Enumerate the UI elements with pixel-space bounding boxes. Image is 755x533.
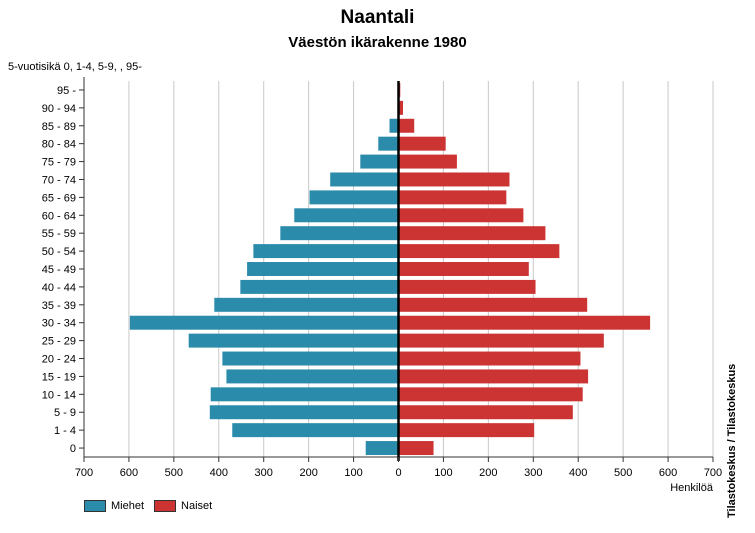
bar-women	[398, 190, 507, 205]
legend-swatch-women	[154, 500, 177, 512]
bar-men	[247, 262, 399, 276]
x-tick-label: 600	[120, 467, 138, 479]
x-tick-label: 500	[165, 467, 183, 479]
y-tick-label: 60 - 64	[42, 210, 76, 222]
x-tick-label: 500	[614, 467, 632, 479]
bar-men	[365, 441, 399, 456]
y-axis-label: 5-vuotisikä 0, 1-4, 5-9, , 95-	[8, 61, 142, 73]
y-tick-label: 25 - 29	[42, 336, 76, 348]
y-tick-label: 45 - 49	[42, 264, 76, 276]
y-tick-label: 35 - 39	[42, 300, 76, 312]
legend-item-men: Miehet	[84, 500, 144, 512]
x-tick-label: 400	[210, 467, 228, 479]
source-label: Tilastokeskus / Tilastokeskus	[726, 363, 738, 518]
bar-women	[398, 333, 604, 348]
bar-men	[222, 351, 399, 366]
y-tick-label: 30 - 34	[42, 318, 76, 330]
bar-women	[398, 297, 588, 312]
x-tick-label: 200	[479, 467, 497, 479]
chart-subtitle: Väestön ikärakenne 1980	[288, 34, 467, 51]
legend-swatch-men	[84, 500, 106, 512]
bar-women	[398, 315, 651, 330]
bar-women	[398, 208, 524, 223]
y-tick-label: 1 - 4	[54, 425, 76, 437]
legend-label-women: Naiset	[181, 500, 213, 512]
bar-men	[280, 226, 399, 241]
bar-women	[398, 351, 581, 366]
x-tick-label: 700	[704, 467, 722, 479]
y-tick-label: 85 - 89	[42, 121, 76, 133]
x-tick-label: 700	[75, 467, 93, 479]
legend: Miehet Naiset	[84, 500, 222, 512]
x-tick-label: 200	[299, 467, 317, 479]
bar-women	[398, 154, 457, 169]
y-tick-label: 90 - 94	[42, 103, 76, 115]
x-tick-label: 100	[434, 467, 452, 479]
bar-women	[398, 405, 573, 420]
bar-women	[398, 244, 560, 259]
y-tick-label: 20 - 24	[42, 354, 76, 366]
bar-men	[210, 387, 399, 402]
bar-men	[389, 118, 399, 133]
x-tick-label: 400	[569, 467, 587, 479]
y-tick-label: 70 - 74	[42, 174, 76, 186]
bar-women	[398, 172, 510, 187]
x-tick-label: 100	[344, 467, 362, 479]
y-tick-label: 15 - 19	[42, 371, 76, 383]
x-tick-label: 300	[524, 467, 542, 479]
x-axis-label: Henkilöä	[670, 482, 714, 494]
bar-women	[398, 423, 535, 438]
bar-men	[294, 208, 399, 223]
bar-men	[188, 333, 399, 348]
bar-men	[232, 423, 399, 438]
y-tick-label: 5 - 9	[54, 407, 76, 419]
y-tick-label: 50 - 54	[42, 246, 76, 258]
chart-title: Naantali	[340, 7, 415, 28]
y-tick-label: 40 - 44	[42, 282, 76, 294]
bar-women	[398, 387, 583, 402]
bar-men	[253, 244, 399, 259]
bar-men	[214, 297, 399, 312]
bar-women	[398, 369, 589, 384]
bar-men	[330, 172, 399, 187]
bar-women	[398, 279, 536, 294]
y-tick-label: 65 - 69	[42, 192, 76, 204]
bar-men	[309, 190, 399, 205]
bar-men	[129, 315, 399, 330]
bar-men	[360, 154, 399, 169]
y-tick-label: 80 - 84	[42, 139, 76, 151]
bar-women	[398, 100, 403, 115]
legend-item-women: Naiset	[154, 500, 212, 512]
legend-label-men: Miehet	[111, 500, 145, 512]
y-tick-label: 10 - 14	[42, 389, 76, 401]
y-tick-label: 0	[70, 443, 76, 455]
bar-men	[226, 369, 399, 384]
bar-women	[398, 226, 546, 241]
y-tick-label: 95 -	[57, 85, 76, 97]
y-tick-label: 55 - 59	[42, 228, 76, 240]
bar-women	[398, 118, 415, 133]
bar-women	[398, 262, 529, 276]
x-tick-label: 300	[255, 467, 273, 479]
bar-women	[398, 441, 434, 456]
bar-men	[378, 136, 399, 151]
x-tick-label: 0	[395, 467, 401, 479]
x-tick-label: 600	[659, 467, 677, 479]
bar-women	[398, 136, 446, 151]
y-tick-label: 75 - 79	[42, 157, 76, 169]
bar-men	[209, 405, 399, 420]
bar-men	[240, 279, 399, 294]
